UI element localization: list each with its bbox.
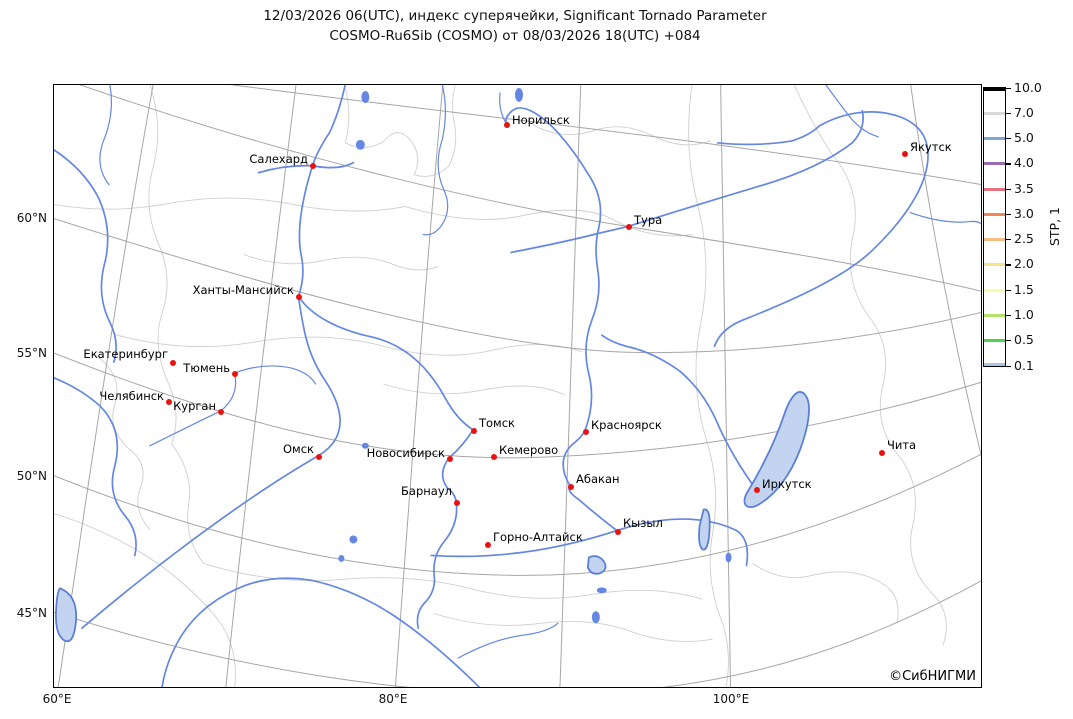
plot-title-line-1: 12/03/2026 06(UTC), индекс суперячейки, … (263, 8, 767, 24)
colorbar-level-line (984, 212, 1005, 216)
city-label: Тюмень (183, 361, 230, 375)
colorbar-tick (1006, 239, 1011, 241)
colorbar-tick (1006, 112, 1011, 114)
lon-tick-label: 80°E (378, 692, 408, 706)
city-dot (315, 453, 323, 461)
colorbar-tick-label: 2.5 (1014, 231, 1034, 247)
city-label: Горно-Алтайск (493, 530, 583, 544)
colorbar-title-text: STP, 1 (1046, 207, 1062, 247)
city-dot (582, 428, 590, 436)
colorbar-tick-label: 3.5 (1014, 180, 1034, 196)
graticule-meridians (57, 85, 981, 687)
colorbar-tick (1006, 138, 1011, 140)
city-label: Тура (634, 213, 663, 227)
city-label: Ханты-Мансийск (192, 283, 294, 297)
city-dot (165, 398, 173, 406)
lat-tick-label: 60°N (16, 211, 47, 225)
map-svg (54, 85, 981, 687)
city-dot (470, 427, 478, 435)
lakes (55, 87, 810, 643)
colorbar-title: STP, 1 (1044, 87, 1064, 367)
colorbar-tick-label: 1.5 (1014, 281, 1034, 297)
colorbar-tick (1006, 87, 1011, 89)
city-dot (309, 162, 317, 170)
colorbar-tick-label: 3.0 (1014, 205, 1034, 221)
rivers (54, 85, 981, 687)
colorbar-tick (1006, 163, 1011, 165)
city-label: Кемерово (499, 443, 559, 457)
city-label: Красноярск (591, 418, 662, 432)
colorbar-level-line (984, 88, 1005, 91)
colorbar-tick (1006, 188, 1011, 190)
colorbar-tick-label: 4.0 (1014, 155, 1034, 171)
colorbar-tick-label: 5.0 (1014, 130, 1034, 146)
city-dot (567, 483, 575, 491)
lat-tick-label: 50°N (16, 469, 47, 483)
colorbar-level-line (984, 339, 1005, 343)
colorbar-tick-label: 0.1 (1014, 357, 1034, 373)
city-label: Омск (283, 442, 314, 456)
city-dot (503, 121, 511, 129)
city-label: Новосибирск (366, 446, 445, 460)
colorbar-level-line (984, 111, 1005, 115)
city-label: Норильск (512, 113, 570, 127)
map-frame: Норильск Салехард Якутск Тура Ханты-Мансийск… (53, 84, 982, 688)
colorbar-tick (1006, 314, 1011, 317)
colorbar-tick-label: 1.0 (1014, 306, 1034, 322)
city-label: Чита (887, 438, 917, 452)
colorbar-level-line (984, 363, 1005, 366)
colorbar-level-line (984, 187, 1005, 191)
city-label: Томск (479, 416, 516, 430)
city-label: Челябинск (99, 389, 164, 403)
admin-boundaries (54, 85, 947, 687)
colorbar-tick (1006, 289, 1011, 291)
city-dot (614, 528, 622, 536)
colorbar-bar (983, 87, 1006, 367)
lon-tick-label: 60°E (42, 692, 72, 706)
colorbar-level-line (984, 288, 1005, 292)
city-dot (169, 359, 177, 367)
colorbar-level-line (984, 263, 1005, 267)
lat-tick-label: 45°N (16, 606, 47, 620)
colorbar-tick (1006, 340, 1011, 342)
colorbar-tick-label: 2.0 (1014, 256, 1034, 272)
city-label: Абакан (576, 472, 620, 486)
credit-label: ©СибНИГМИ (889, 669, 976, 684)
plot-title-line-2: COSMO-Ru6Sib (COSMO) от 08/03/2026 18(UT… (329, 28, 701, 44)
city-dot (901, 150, 909, 158)
colorbar-tick-label: 7.0 (1014, 104, 1034, 120)
city-label: Екатеринбург (83, 347, 168, 361)
lat-tick-label: 55°N (16, 346, 47, 360)
city-dot (453, 499, 461, 507)
city-label: Салехард (249, 152, 308, 166)
city-dot (217, 408, 225, 416)
city-dot (231, 370, 239, 378)
lon-tick-label: 100°E (712, 692, 750, 706)
city-label: Иркутск (762, 477, 812, 491)
colorbar-tick (1006, 213, 1011, 216)
city-layer: Норильск Салехард Якутск Тура Ханты-Мансийск… (54, 85, 981, 687)
colorbar-level-line (984, 313, 1005, 317)
city-dot (878, 449, 886, 457)
colorbar-tick (1006, 365, 1011, 367)
city-label: Якутск (910, 140, 952, 154)
colorbar-level-line (984, 137, 1005, 141)
colorbar-tick (1006, 264, 1011, 266)
city-dot (625, 223, 633, 231)
colorbar-level-line (984, 162, 1005, 166)
graticule-parallels (54, 85, 981, 687)
city-dot (295, 293, 303, 301)
city-dot (753, 486, 761, 494)
city-dot (490, 453, 498, 461)
lake-baikal (743, 391, 810, 508)
city-label: Барнаул (401, 484, 452, 498)
city-label: Кызыл (623, 516, 663, 530)
colorbar-level-line (984, 238, 1005, 242)
colorbar-tick-label: 0.5 (1014, 332, 1034, 348)
city-label: Курган (173, 399, 216, 413)
city-dot (484, 541, 492, 549)
colorbar-tick-label: 10.0 (1014, 79, 1042, 95)
city-dot (446, 455, 454, 463)
